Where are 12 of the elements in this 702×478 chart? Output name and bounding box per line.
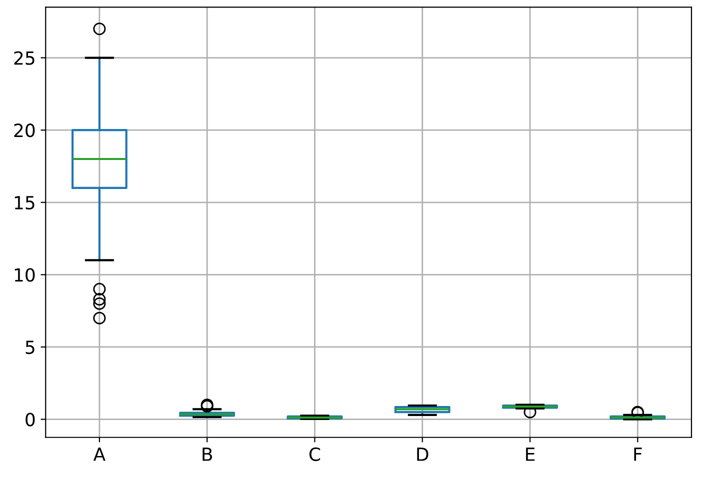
x-tick-label: F bbox=[634, 448, 642, 461]
y-tick-label: 25 bbox=[14, 51, 34, 65]
x-tick-label: C bbox=[309, 447, 320, 462]
y-tick-label: 5 bbox=[26, 340, 34, 354]
x-tick-label: A bbox=[93, 448, 106, 461]
x-tick-label: B bbox=[202, 448, 212, 461]
y-tick-label: 20 bbox=[14, 124, 35, 138]
x-tick-label: E bbox=[526, 448, 535, 461]
y-tick-label: 10 bbox=[14, 268, 35, 282]
y-tick-label: 15 bbox=[14, 196, 34, 210]
y-tick-label: 0 bbox=[26, 412, 35, 426]
x-tick-label: D bbox=[417, 448, 428, 461]
